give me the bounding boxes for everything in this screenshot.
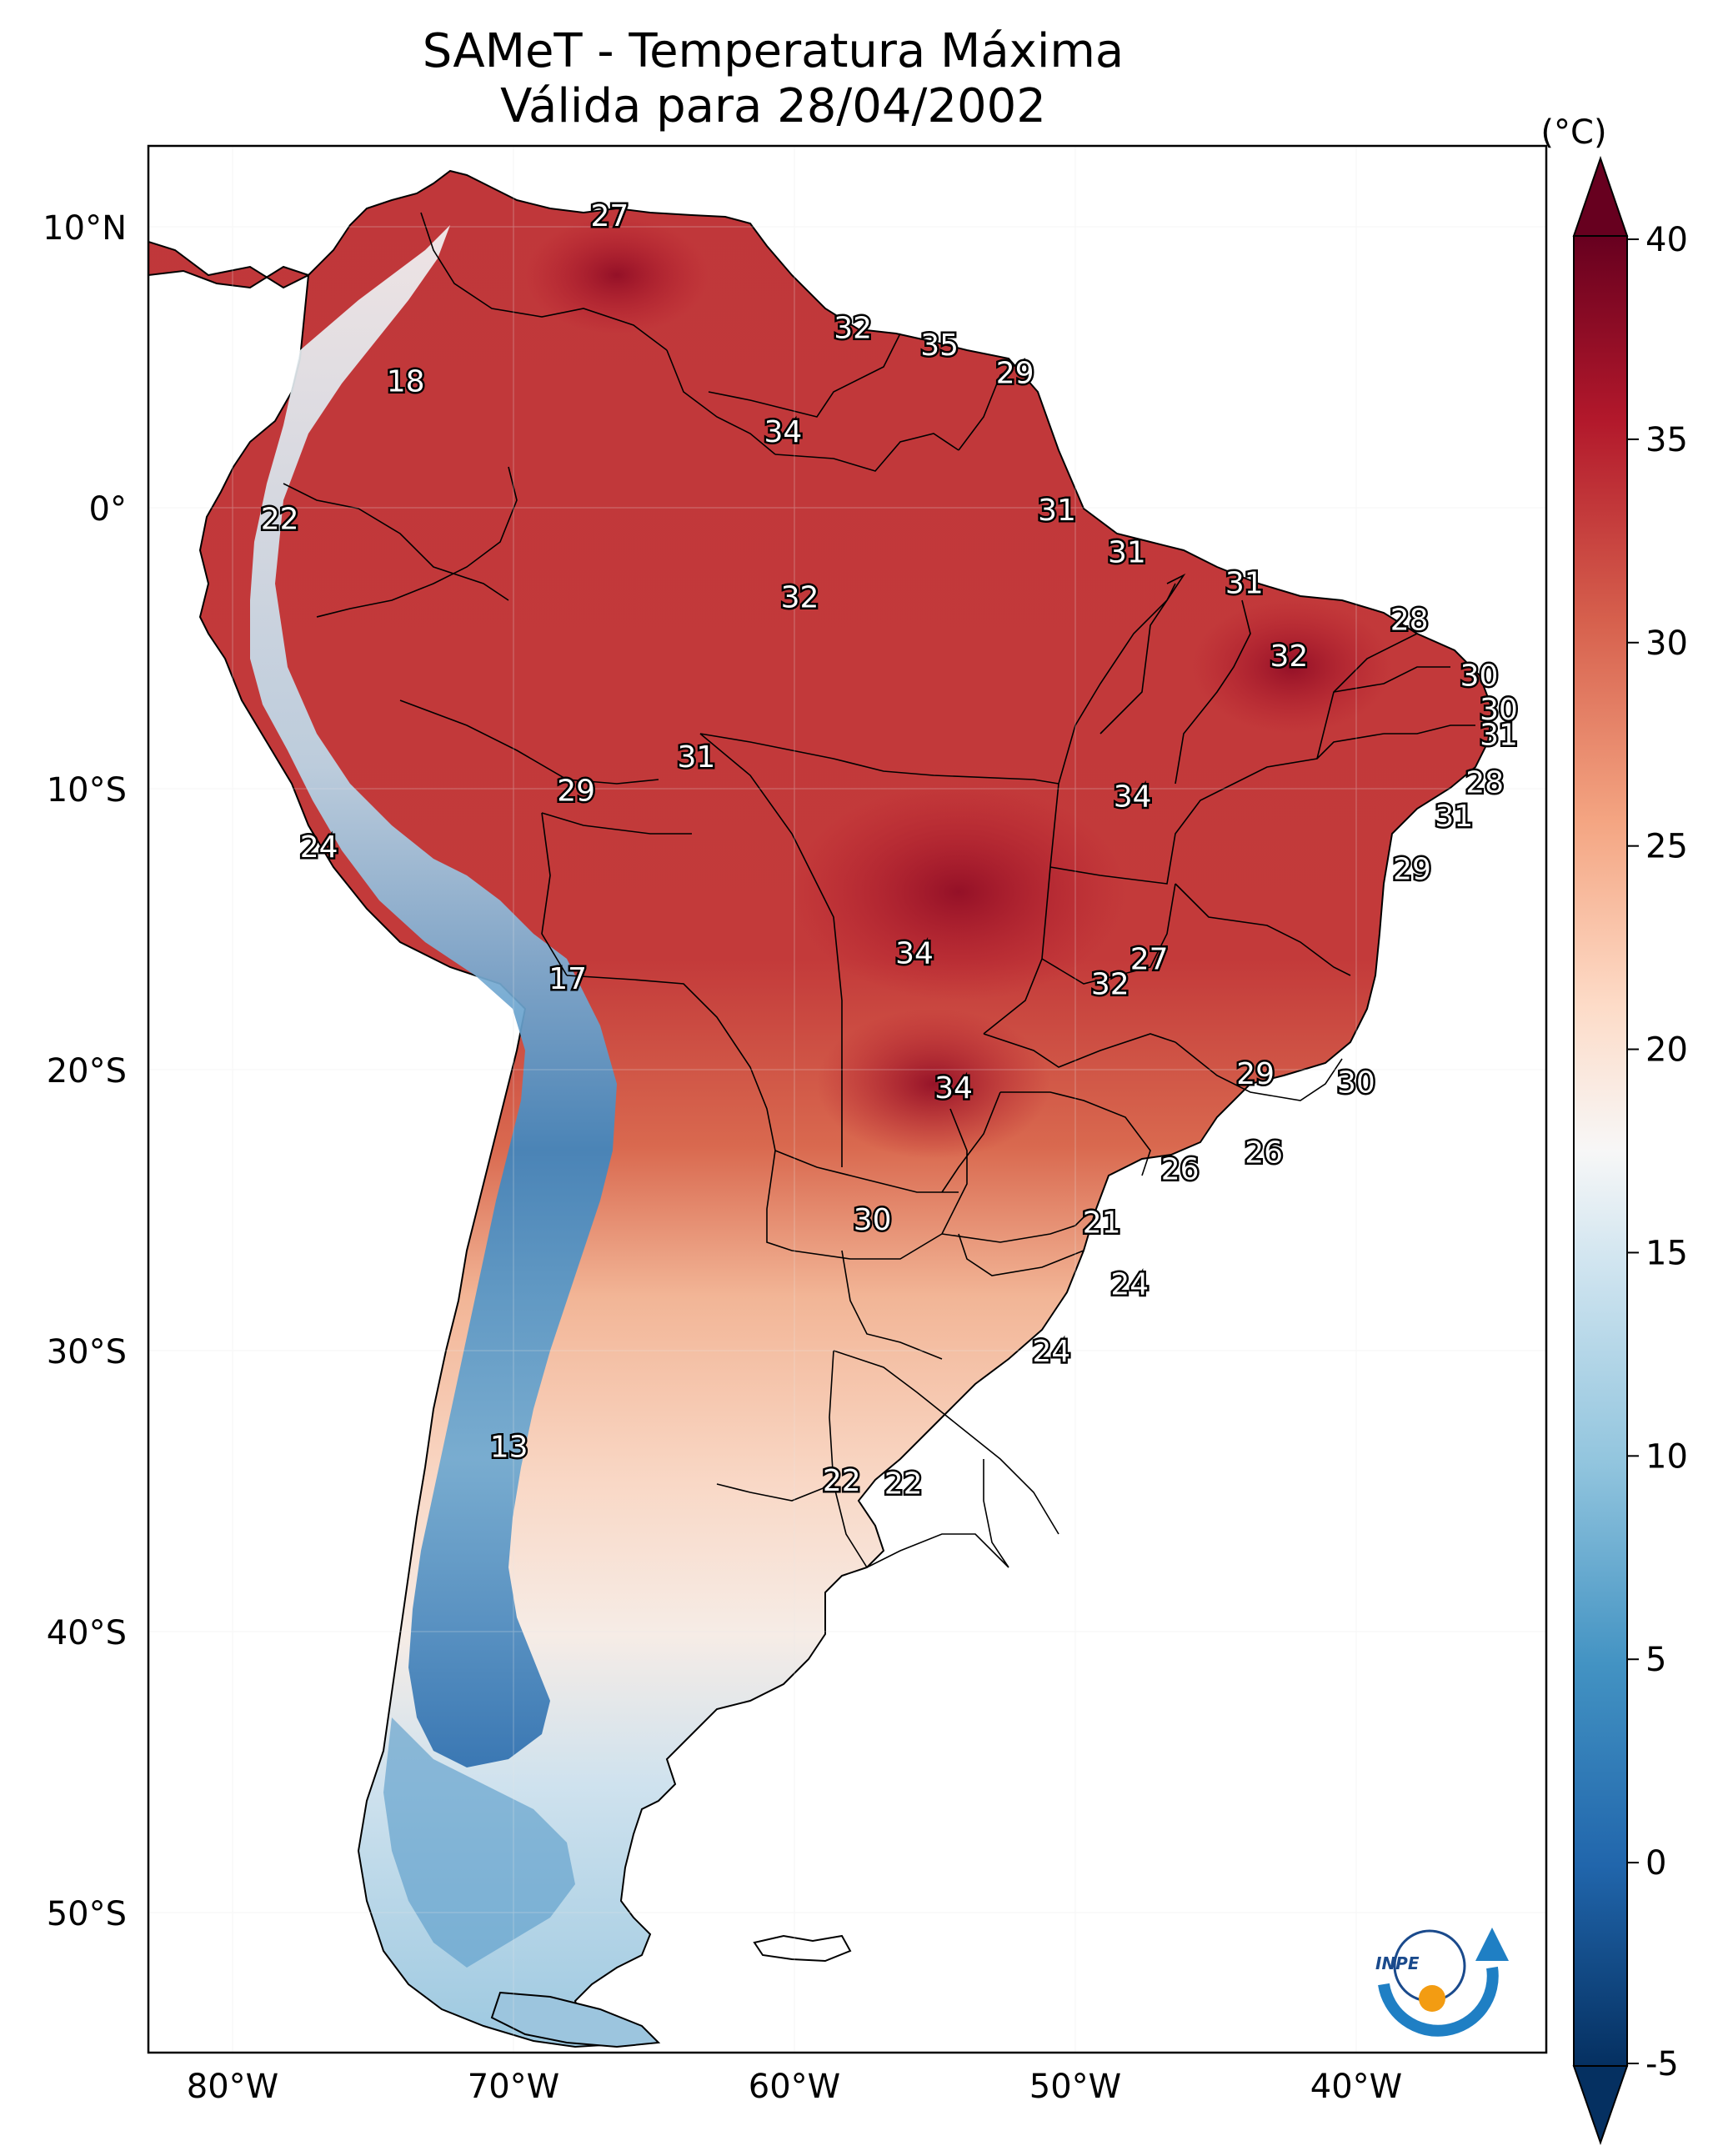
colorbar-bar xyxy=(1573,235,1628,2067)
map-value-label: 34 xyxy=(1114,780,1152,814)
map-value-label: 31 xyxy=(1108,536,1146,570)
logo-arc xyxy=(1378,1966,1499,2037)
map-value-label: 28 xyxy=(1465,766,1504,800)
map-value-label: 29 xyxy=(557,775,595,809)
map-value-label: 32 xyxy=(834,312,872,346)
map-value-label: 29 xyxy=(1393,853,1431,887)
logo-arrow-icon xyxy=(1475,1928,1509,1961)
map-value-label: 13 xyxy=(490,1431,528,1465)
andes-cold-band xyxy=(250,225,617,1767)
map-value-label: 30 xyxy=(854,1203,892,1237)
map-value-label: 32 xyxy=(781,581,819,615)
hot-spot-venezuela xyxy=(525,217,709,333)
map-value-label: 29 xyxy=(996,356,1034,390)
map-value-label: 31 xyxy=(1225,567,1264,601)
y-tick-label: 0° xyxy=(89,490,127,529)
hot-spot-central-brazil xyxy=(792,784,1125,1000)
map-value-label: 30 xyxy=(1480,693,1518,727)
colorbar-tick-label: 25 xyxy=(1645,828,1688,866)
falkland-islands xyxy=(753,1934,852,1963)
map-value-label: 31 xyxy=(677,740,715,775)
map-value-label: 34 xyxy=(764,415,802,449)
map-value-label: 35 xyxy=(920,328,959,363)
map-value-label: 26 xyxy=(1245,1136,1283,1170)
map-value-label: 30 xyxy=(1337,1065,1375,1100)
y-axis: 10°N 0° 10°S 20°S 30°S 40°S 50°S xyxy=(43,209,127,1933)
x-axis: 80°W 70°W 60°W 50°W 40°W xyxy=(187,2068,1402,2106)
colorbar-tick-label: 10 xyxy=(1645,1437,1688,1476)
x-tick-label: 40°W xyxy=(1310,2068,1402,2106)
y-tick-label: 50°S xyxy=(47,1895,127,1933)
hot-spot-mato-grosso-sul xyxy=(817,1009,1050,1159)
chart-subtitle: Válida para 28/04/2002 xyxy=(500,79,1046,133)
map-value-label: 29 xyxy=(1236,1057,1275,1091)
x-tick-label: 60°W xyxy=(749,2068,840,2106)
map-value-label: 28 xyxy=(1390,603,1429,637)
logo-sun-icon xyxy=(1419,1985,1445,2012)
y-tick-label: 10°N xyxy=(43,209,127,248)
graticule xyxy=(148,146,1546,2053)
y-tick-label: 20°S xyxy=(47,1052,127,1091)
map-value-label: 24 xyxy=(300,830,338,865)
map-value-label: 27 xyxy=(1130,942,1169,976)
map-value-label: 24 xyxy=(1110,1268,1149,1302)
chart-title: SAMeT - Temperatura Máxima xyxy=(422,24,1124,78)
political-borders xyxy=(283,212,1475,1568)
colorbar-tick-label: 40 xyxy=(1645,221,1688,259)
map-value-label: 17 xyxy=(548,962,587,996)
map-value-label: 22 xyxy=(261,502,299,536)
map-value-label: 34 xyxy=(895,937,934,971)
colorbar-extend-max xyxy=(1572,155,1629,237)
colorbar-tick-label: 30 xyxy=(1645,624,1688,663)
y-tick-label: 40°S xyxy=(47,1614,127,1652)
map-value-label: 31 xyxy=(1038,494,1076,528)
map-value-label: 26 xyxy=(1161,1153,1200,1187)
map-value-label: 22 xyxy=(884,1467,923,1501)
y-tick-label: 30°S xyxy=(47,1333,127,1371)
map-value-label: 31 xyxy=(1435,800,1473,834)
map-value-label: 21 xyxy=(1083,1206,1121,1241)
map-value-label: 34 xyxy=(934,1071,973,1106)
tierra-del-fuego xyxy=(490,1991,661,2048)
colorbar: (°C) 40 35 30 25 20 15 10 5 0 -5 xyxy=(1540,113,1688,2146)
colorbar-unit: (°C) xyxy=(1540,113,1606,152)
plot-frame xyxy=(147,144,1548,2054)
map-value-label: 30 xyxy=(1460,659,1499,694)
x-tick-label: 80°W xyxy=(187,2068,278,2106)
inpe-logo: INPE xyxy=(1375,1928,1509,2037)
patagonia-cold xyxy=(383,1717,575,1968)
logo-text: INPE xyxy=(1375,1953,1420,1973)
colorbar-extend-min xyxy=(1572,2065,1629,2146)
land-temperature-field xyxy=(148,146,1546,2053)
colorbar-tick-label: 0 xyxy=(1645,1844,1666,1883)
colorbar-tick-label: 35 xyxy=(1645,421,1688,459)
map-value-label: 24 xyxy=(1032,1335,1070,1369)
colorbar-ticks: 40 35 30 25 20 15 10 5 0 -5 xyxy=(1627,221,1688,2083)
map-value-label: 18 xyxy=(387,365,425,399)
map-value-label: 27 xyxy=(590,199,629,233)
x-tick-label: 70°W xyxy=(468,2068,559,2106)
map-value-label: 22 xyxy=(823,1464,861,1498)
colorbar-tick-label: 15 xyxy=(1645,1234,1688,1272)
hot-spot-northeast xyxy=(1192,600,1392,734)
colorbar-tick-label: -5 xyxy=(1645,2045,1679,2083)
map-value-label: 31 xyxy=(1480,718,1518,752)
map-value-label: 32 xyxy=(1270,639,1308,674)
x-tick-label: 50°W xyxy=(1029,2068,1121,2106)
map-value-label: 32 xyxy=(1091,968,1129,1002)
colorbar-tick-label: 5 xyxy=(1645,1641,1666,1679)
y-tick-label: 10°S xyxy=(47,771,127,810)
colorbar-tick-label: 20 xyxy=(1645,1031,1688,1070)
